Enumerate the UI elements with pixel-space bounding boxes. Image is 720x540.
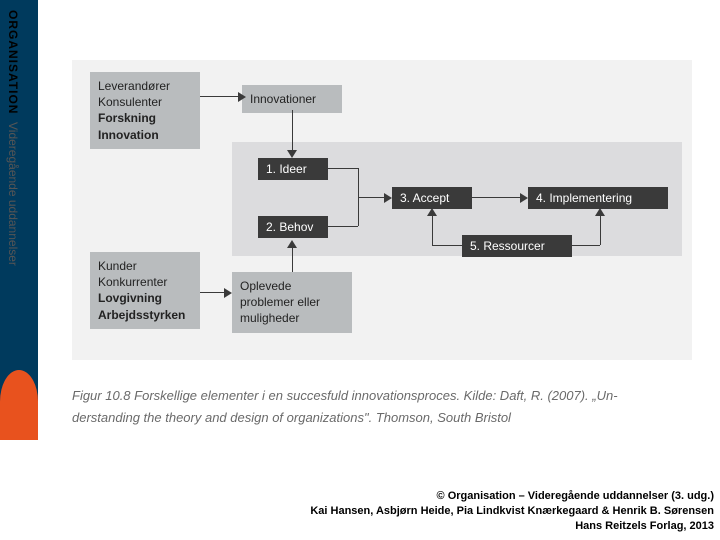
caption-body: Forskellige elementer i en succesfuld in… — [134, 388, 617, 403]
connector — [328, 226, 358, 227]
step-1: 1. Ideer — [258, 158, 328, 180]
block-problems: Oplevede problemer eller muligheder — [232, 272, 352, 333]
line: Konkurrenter — [98, 274, 192, 290]
arrow-head — [427, 208, 437, 216]
connector — [200, 96, 242, 97]
connector — [328, 168, 358, 169]
connector — [472, 197, 520, 198]
line: Oplevede — [240, 278, 344, 294]
caption-prefix: Figur 10.8 — [72, 388, 131, 403]
caption-body: derstanding the theory and design of org… — [72, 410, 511, 425]
sidebar-title: ORGANISATION — [6, 10, 20, 114]
block-sources-top: Leverandører Konsulenter Forskning Innov… — [90, 72, 200, 149]
label: 3. Accept — [400, 191, 449, 205]
arrow-head — [238, 92, 246, 102]
sidebar-shape — [0, 370, 38, 440]
footer-line: Hans Reitzels Forlag, 2013 — [310, 519, 714, 534]
diagram-area: Leverandører Konsulenter Forskning Innov… — [72, 60, 692, 360]
label: Innovationer — [250, 92, 316, 106]
line: Innovation — [98, 127, 192, 143]
line: muligheder — [240, 310, 344, 326]
label: 5. Ressourcer — [470, 239, 545, 253]
arrow-head — [595, 208, 605, 216]
arrow-head — [224, 288, 232, 298]
block-innovations: Innovationer — [242, 85, 342, 113]
connector — [358, 197, 386, 198]
step-5: 5. Ressourcer — [462, 235, 572, 257]
connector — [572, 245, 600, 246]
line: Konsulenter — [98, 94, 192, 110]
copyright-footer: © Organisation – Videregående uddannelse… — [310, 489, 714, 534]
line: Lovgivning — [98, 290, 192, 306]
step-4: 4. Implementering — [528, 187, 668, 209]
figure-caption: Figur 10.8 Forskellige elementer i en su… — [72, 385, 692, 429]
footer-line: Kai Hansen, Asbjørn Heide, Pia Lindkvist… — [310, 504, 714, 519]
connector — [432, 245, 462, 246]
step-3: 3. Accept — [392, 187, 472, 209]
footer-line: © Organisation – Videregående uddannelse… — [310, 489, 714, 504]
label: 1. Ideer — [266, 162, 307, 176]
line: problemer eller — [240, 294, 344, 310]
sidebar-subtitle: Videregående uddannelser — [6, 122, 20, 266]
connector — [292, 110, 293, 150]
line: Arbejdsstyrken — [98, 307, 192, 323]
label: 4. Implementering — [536, 191, 632, 205]
connector — [292, 248, 293, 272]
arrow-head — [287, 150, 297, 158]
step-2: 2. Behov — [258, 216, 328, 238]
line: Kunder — [98, 258, 192, 274]
arrow-head — [384, 193, 392, 203]
block-sources-bottom: Kunder Konkurrenter Lovgivning Arbejdsst… — [90, 252, 200, 329]
line: Leverandører — [98, 78, 192, 94]
arrow-head — [520, 193, 528, 203]
arrow-head — [287, 240, 297, 248]
label: 2. Behov — [266, 220, 313, 234]
line: Forskning — [98, 110, 192, 126]
